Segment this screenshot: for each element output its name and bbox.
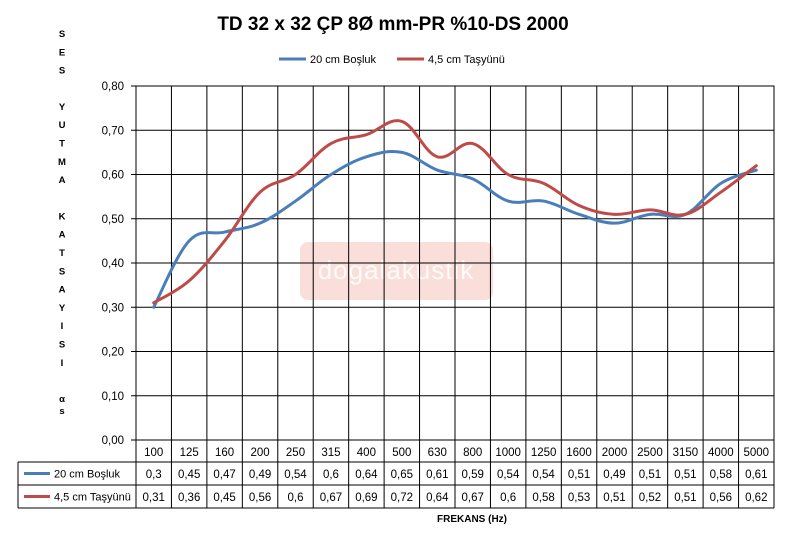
table-cell: 0,52 — [639, 492, 661, 504]
table-cell: 0,67 — [320, 492, 342, 504]
legend-label-series-1: 20 cm Boşluk — [310, 54, 377, 66]
x-tick-label: 500 — [392, 447, 411, 459]
y-tick-label: 0,40 — [102, 258, 124, 270]
table-cell: 0,65 — [391, 469, 413, 481]
table-cell: 0,62 — [745, 492, 767, 504]
x-tick-label: 315 — [321, 447, 340, 459]
x-tick-label: 630 — [428, 447, 447, 459]
table-cell: 0,6 — [500, 492, 516, 504]
table-cell: 0,58 — [710, 469, 732, 481]
table-cell: 0,72 — [391, 492, 413, 504]
table-cell: 0,53 — [568, 492, 590, 504]
y-axis-label-char: T — [59, 139, 65, 150]
y-axis-label-char: U — [59, 120, 66, 131]
y-axis-label-char: E — [59, 47, 65, 58]
x-tick-label: 3150 — [673, 447, 699, 459]
y-axis-label-char: S — [59, 29, 65, 40]
legend-label-series-2: 4,5 cm Taşyünü — [428, 54, 505, 66]
watermark-text: dogalakustik — [318, 255, 475, 285]
table-cell: 0,49 — [249, 469, 271, 481]
table-cell: 0,36 — [178, 492, 200, 504]
y-axis-label-char: A — [59, 230, 66, 241]
table-cell: 0,61 — [745, 469, 767, 481]
table-cell: 0,3 — [146, 469, 162, 481]
legend: 20 cm Boşluk 4,5 cm Taşyünü — [279, 54, 505, 66]
y-axis-label-char: I — [61, 358, 64, 369]
y-axis-label-char: Y — [59, 102, 66, 113]
table-row-label-2: 4,5 cm Taşyünü — [54, 492, 131, 504]
y-axis-label-char: T — [59, 248, 65, 259]
table-cell: 0,56 — [249, 492, 271, 504]
table-cell: 0,69 — [355, 492, 377, 504]
y-axis-label-char: M — [58, 157, 66, 168]
x-tick-label: 400 — [357, 447, 376, 459]
table-cell: 0,45 — [213, 492, 235, 504]
y-tick-label: 0,20 — [102, 347, 124, 359]
table-cell: 0,64 — [355, 469, 378, 481]
table-cell: 0,51 — [674, 469, 696, 481]
y-axis-label-char: A — [59, 175, 66, 186]
x-tick-label: 2000 — [602, 447, 628, 459]
table-cell: 0,49 — [603, 469, 625, 481]
table-cell: 0,56 — [710, 492, 732, 504]
table-cell: 0,6 — [323, 469, 339, 481]
table-cell: 0,64 — [426, 492, 449, 504]
x-tick-label: 800 — [463, 447, 482, 459]
y-axis-label-char: Y — [59, 303, 66, 314]
y-axis-ticks: 0,00 0,10 0,20 0,30 0,40 0,50 0,60 0,70 0,80 — [102, 81, 124, 447]
table-cell: 0,61 — [426, 469, 448, 481]
table-cell: 0,6 — [288, 492, 304, 504]
table-cell: 0,45 — [178, 469, 200, 481]
table-cell: 0,51 — [639, 469, 661, 481]
x-tick-label: 4000 — [708, 447, 734, 459]
watermark: dogalakustik — [300, 242, 493, 300]
y-axis-label-char: I — [61, 321, 64, 332]
x-tick-label: 125 — [180, 447, 199, 459]
x-tick-label: 160 — [215, 447, 234, 459]
y-axis-label-char: α — [59, 394, 65, 405]
y-axis-label-char: A — [59, 285, 66, 296]
chart-title: TD 32 x 32 ÇP 8Ø mm-PR %10-DS 2000 — [217, 14, 568, 35]
y-axis-label-char: S — [59, 266, 65, 277]
x-tick-label: 2500 — [637, 447, 663, 459]
y-axis-label-char: S — [59, 66, 65, 77]
x-tick-label: 250 — [286, 447, 305, 459]
plot-lines — [152, 119, 758, 309]
y-tick-label: 0,70 — [102, 125, 124, 137]
y-tick-label: 0,50 — [102, 214, 124, 226]
y-tick-label: 0,10 — [102, 391, 124, 403]
table-cell: 0,59 — [462, 469, 484, 481]
y-tick-label: 0,00 — [102, 435, 124, 447]
table-cell: 0,51 — [568, 469, 590, 481]
x-tick-label: 1250 — [531, 447, 557, 459]
series-line-1 — [152, 149, 758, 309]
table-cell: 0,54 — [284, 469, 307, 481]
x-tick-label: 5000 — [743, 447, 769, 459]
y-axis-label-char: S — [59, 340, 65, 351]
y-axis-label-char: K — [59, 211, 66, 222]
x-tick-label: 200 — [250, 447, 269, 459]
table-cell: 0,54 — [532, 469, 555, 481]
x-tick-label: 1000 — [495, 447, 521, 459]
table-cell: 0,51 — [603, 492, 625, 504]
table-cell: 0,58 — [532, 492, 554, 504]
y-tick-label: 0,80 — [102, 81, 124, 93]
y-tick-label: 0,60 — [102, 170, 124, 182]
table-row-label-1: 20 cm Boşluk — [54, 469, 121, 481]
plot-grid — [131, 85, 775, 441]
table-cell: 0,67 — [462, 492, 484, 504]
series-line-2 — [152, 119, 758, 305]
table-cell: 0,51 — [674, 492, 696, 504]
data-table: 100 125 160 200 250 315 400 500 630 800 1000 1250 16… — [17, 440, 775, 509]
y-tick-label: 0,30 — [102, 302, 124, 314]
y-axis-label-char: s — [59, 406, 64, 417]
table-cell: 0,47 — [213, 469, 235, 481]
table-cell: 0,54 — [497, 469, 520, 481]
x-axis-label: FREKANS (Hz) — [437, 514, 507, 525]
x-tick-label: 1600 — [566, 447, 592, 459]
table-cell: 0,31 — [143, 492, 165, 504]
x-tick-label: 100 — [144, 447, 163, 459]
